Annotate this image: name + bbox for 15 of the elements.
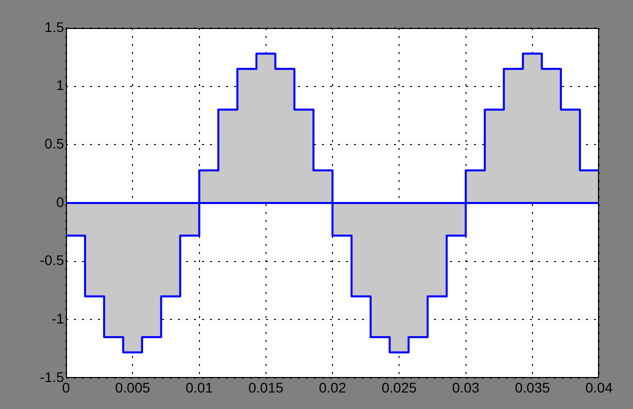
x-tick-label: 0.025 bbox=[382, 379, 417, 396]
y-tick-label: -1.5 bbox=[40, 368, 64, 385]
x-tick-label: 0.005 bbox=[115, 379, 150, 396]
y-tick-label: 1.5 bbox=[44, 18, 64, 35]
y-tick-label: 0 bbox=[56, 194, 64, 210]
x-tick-label: 0.04 bbox=[585, 379, 613, 396]
x-tick-label: 0.02 bbox=[318, 379, 346, 396]
y-tick-label: -0.5 bbox=[40, 252, 64, 268]
x-tick-label: 0.015 bbox=[248, 379, 284, 396]
y-tick-label: 1 bbox=[56, 77, 64, 94]
x-tick-label: 0.035 bbox=[514, 379, 550, 396]
x-tick-label: 0.01 bbox=[186, 379, 214, 396]
y-tick-label: 0.5 bbox=[44, 136, 64, 152]
y-tick-label: -1 bbox=[52, 310, 64, 327]
x-tick-label: 0.03 bbox=[452, 379, 480, 396]
